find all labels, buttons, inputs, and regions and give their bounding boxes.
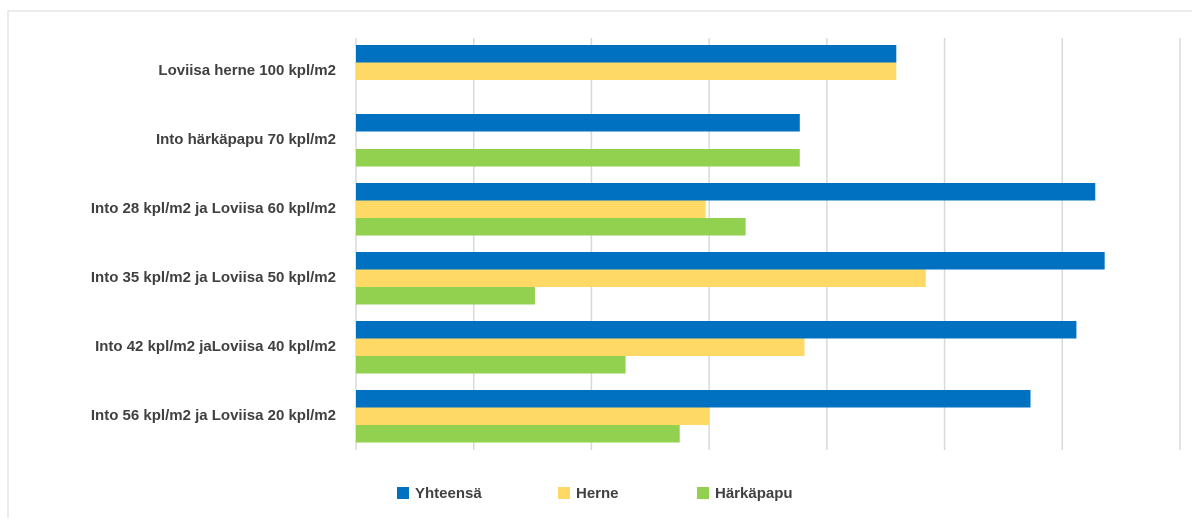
bar xyxy=(356,200,706,218)
bar xyxy=(356,252,1105,270)
legend-swatch xyxy=(397,487,409,499)
bar xyxy=(356,321,1077,339)
bar xyxy=(356,62,897,80)
y-tick-label: Loviisa herne 100 kpl/m2 xyxy=(158,62,336,79)
y-tick-label: Into 28 kpl/m2 ja Loviisa 60 kpl/m2 xyxy=(91,200,336,217)
legend-swatch xyxy=(558,487,570,499)
y-tick-label: Into 42 kpl/m2 jaLoviisa 40 kpl/m2 xyxy=(95,338,336,355)
bar xyxy=(356,45,897,63)
bar xyxy=(356,269,926,287)
bar xyxy=(356,356,626,374)
bar xyxy=(356,218,746,236)
bar xyxy=(356,338,805,356)
y-tick-label: Into 56 kpl/m2 ja Loviisa 20 kpl/m2 xyxy=(91,407,336,424)
legend-label: Herne xyxy=(576,485,619,502)
bar xyxy=(356,183,1096,201)
bar xyxy=(356,287,535,305)
bar xyxy=(356,407,710,425)
y-tick-label: Into härkäpapu 70 kpl/m2 xyxy=(156,131,336,148)
bar xyxy=(356,149,800,167)
bar xyxy=(356,425,680,443)
bar xyxy=(356,114,800,132)
legend-label: Yhteensä xyxy=(415,485,482,502)
legend-label: Härkäpapu xyxy=(715,485,793,502)
legend-swatch xyxy=(697,487,709,499)
bar xyxy=(356,390,1031,408)
y-tick-label: Into 35 kpl/m2 ja Loviisa 50 kpl/m2 xyxy=(91,269,336,286)
